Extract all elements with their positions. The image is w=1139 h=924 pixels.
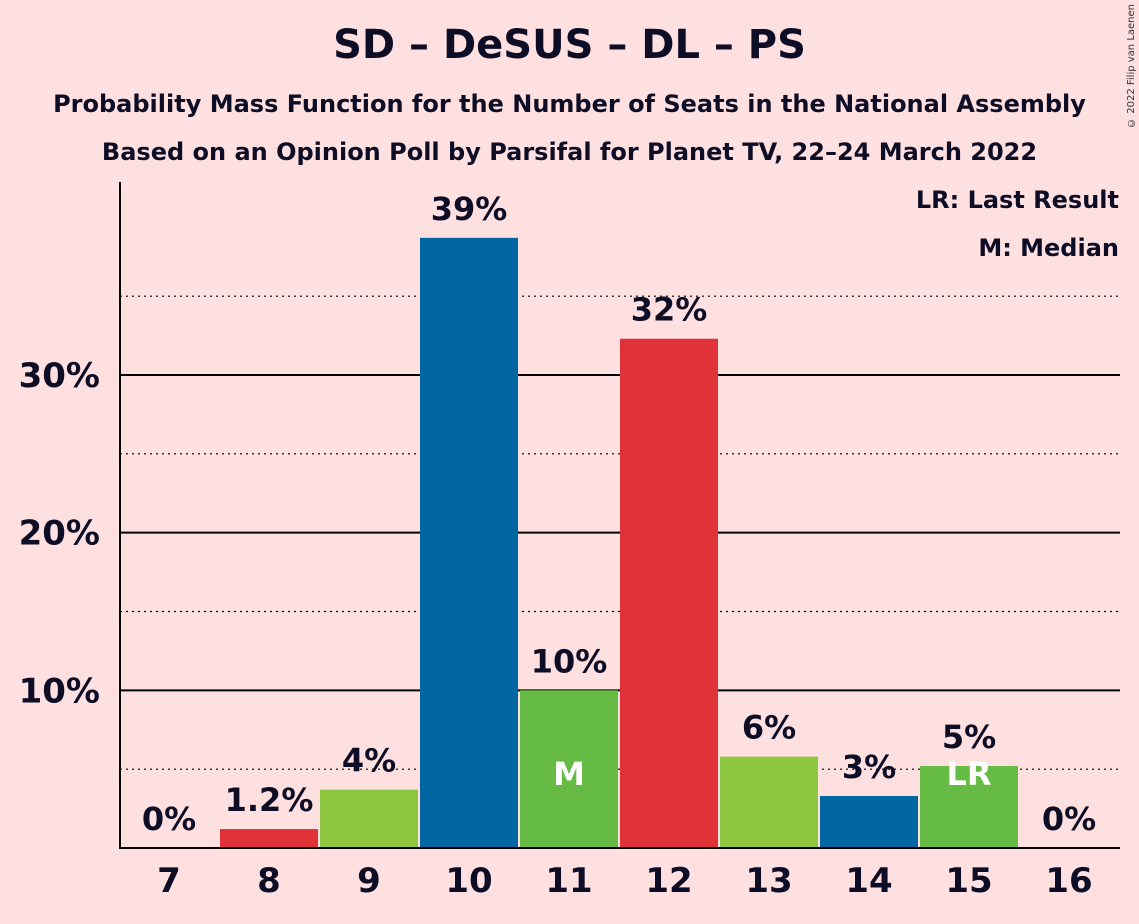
bar-seats-13 [720, 756, 818, 848]
bar-seats-14 [820, 795, 918, 848]
data-label: 32% [631, 291, 708, 329]
data-label: 3% [842, 748, 896, 786]
y-tick-label: 30% [19, 356, 100, 396]
legend-median: M: Median [978, 234, 1119, 262]
x-tick-label: 8 [257, 861, 281, 901]
data-label: 10% [531, 642, 608, 680]
data-label: 1.2% [225, 781, 314, 819]
x-tick-label: 9 [357, 861, 381, 901]
bar-seats-12 [620, 338, 718, 848]
data-label: 5% [942, 718, 996, 756]
x-tick-label: 11 [545, 861, 592, 901]
data-label: 0% [142, 800, 196, 838]
bar-seats-8 [220, 829, 318, 848]
bar-seats-9 [320, 789, 418, 848]
x-tick-label: 15 [945, 861, 992, 901]
bar-marker-label: LR [946, 755, 991, 793]
bar-seats-15 [920, 766, 1018, 848]
data-label: 4% [342, 742, 396, 780]
x-tick-label: 14 [845, 861, 892, 901]
legend-last-result: LR: Last Result [915, 186, 1119, 214]
y-tick-label: 10% [19, 671, 100, 711]
bar-seats-10 [420, 237, 518, 848]
x-tick-label: 10 [445, 861, 492, 901]
data-label: 0% [1042, 800, 1096, 838]
chart-title: SD – DeSUS – DL – PS [333, 22, 806, 68]
bar-marker-label: M [553, 755, 585, 793]
y-tick-label: 20% [19, 514, 100, 554]
x-tick-label: 7 [157, 861, 181, 901]
x-tick-label: 13 [745, 861, 792, 901]
data-label: 39% [431, 190, 508, 228]
chart-subtitle-source: Based on an Opinion Poll by Parsifal for… [101, 138, 1038, 166]
x-tick-label: 16 [1045, 861, 1092, 901]
chart-subtitle: Probability Mass Function for the Number… [53, 90, 1086, 118]
bar-seats-11 [520, 690, 618, 848]
x-tick-label: 12 [645, 861, 692, 901]
data-label: 6% [742, 709, 796, 747]
